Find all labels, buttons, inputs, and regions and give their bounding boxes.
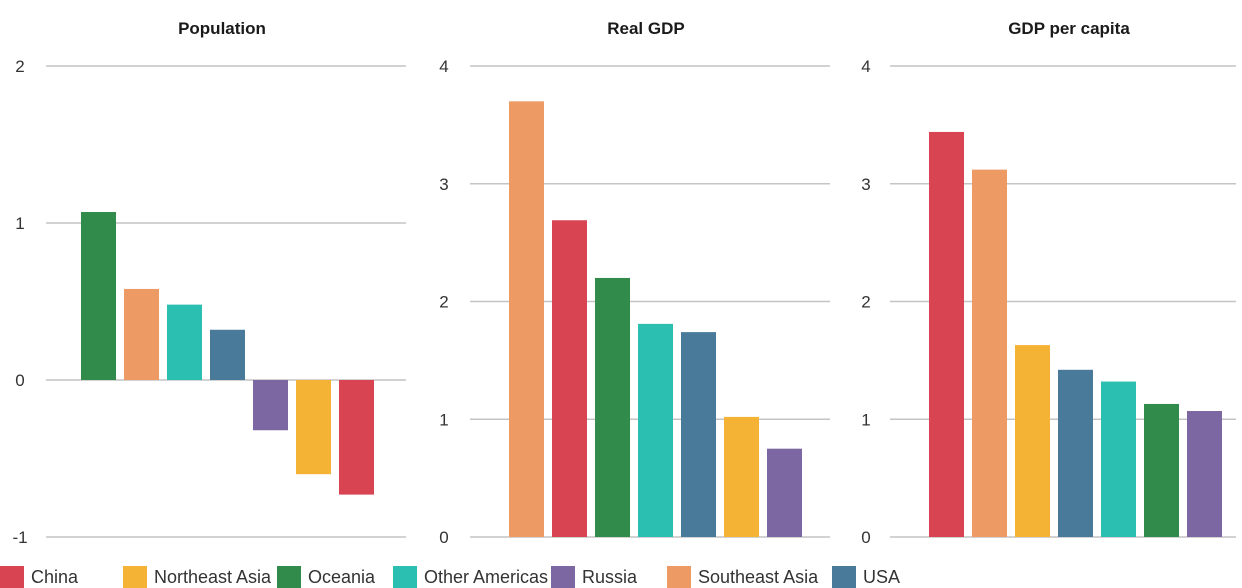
legend-item-russia: Russia [551,566,637,588]
y-tick-label: 3 [439,175,448,194]
legend-item-oceania: Oceania [277,566,375,588]
legend-swatch [551,566,575,588]
bar-china [929,131,964,537]
y-tick-label: 4 [439,57,448,76]
legend-swatch [0,566,24,588]
bar-russia [767,448,802,537]
y-tick-label: 0 [439,528,448,547]
bar-usa [210,329,245,380]
chart-title: Real GDP [607,19,684,38]
y-tick-label: 0 [861,528,870,547]
legend-item-other-americas: Other Americas [393,566,548,588]
legend-label: Northeast Asia [154,566,272,587]
y-tick-label: 1 [439,410,448,429]
legend-item-usa: USA [832,566,900,588]
bar-northeast-asia [1015,345,1050,537]
bar-southeast-asia [509,101,544,537]
y-tick-label: 2 [439,293,448,312]
chart-panel-1: Population -1 0 1 2 [12,19,406,547]
y-tick-label: -1 [12,528,27,547]
bar-other-americas [638,323,673,537]
bar-northeast-asia [296,380,331,475]
chart-panel-3: GDP per capita 0 1 2 3 4 [861,19,1236,547]
chart-title: Population [178,19,266,38]
bar-oceania [1144,403,1179,537]
legend-item-china: China [0,566,78,588]
y-tick-label: 1 [861,410,870,429]
legend-label: Russia [582,566,638,587]
y-tick-label: 0 [15,371,24,390]
legend-item-southeast-asia: Southeast Asia [667,566,818,588]
legend-label: China [31,566,79,587]
legend-swatch [667,566,691,588]
bar-china [339,380,374,495]
legend-swatch [123,566,147,588]
y-tick-label: 2 [15,57,24,76]
legend-swatch [277,566,301,588]
bar-russia [253,380,288,431]
y-tick-label: 4 [861,57,870,76]
bar-china [552,220,587,537]
y-tick-label: 1 [15,214,24,233]
legend-item-northeast-asia: Northeast Asia [123,566,271,588]
y-tick-label: 2 [861,293,870,312]
chart-title: GDP per capita [1008,19,1130,38]
bar-northeast-asia [724,416,759,537]
legend-swatch [832,566,856,588]
bar-other-americas [167,304,202,380]
bar-southeast-asia [972,169,1007,537]
bar-russia [1187,411,1222,537]
legend-swatch [393,566,417,588]
bar-southeast-asia [124,288,159,380]
bar-usa [681,332,716,537]
y-tick-label: 3 [861,175,870,194]
legend-label: USA [863,566,901,587]
bar-other-americas [1101,381,1136,537]
legend-label: Oceania [308,566,376,587]
bar-oceania [81,212,116,380]
legend-label: Southeast Asia [698,566,819,587]
legend-label: Other Americas [424,566,549,587]
bar-usa [1058,369,1093,537]
chart-panel-2: Real GDP 0 1 2 3 4 [439,19,830,547]
bar-oceania [595,277,630,537]
